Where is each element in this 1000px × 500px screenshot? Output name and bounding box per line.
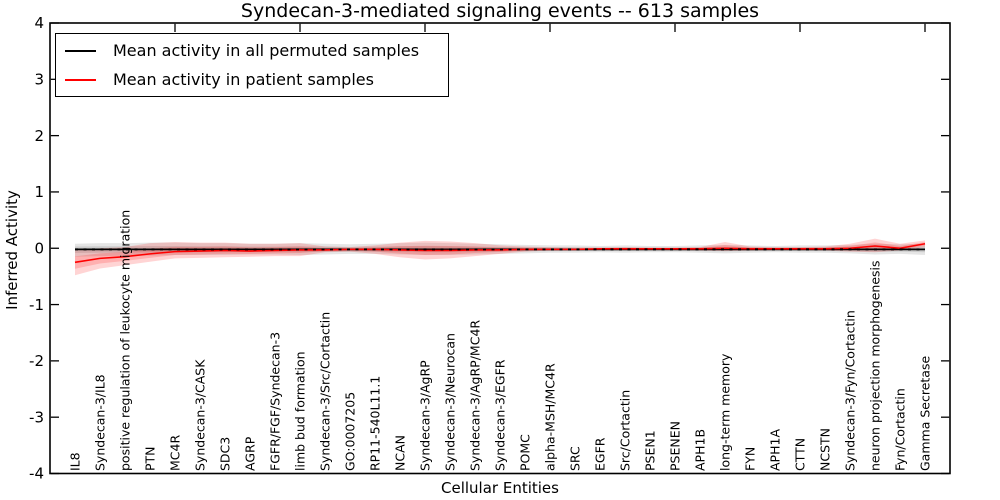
chart-title: Syndecan-3-mediated signaling events -- … <box>240 0 760 22</box>
x-tick-label: APH1B <box>693 429 708 471</box>
patient-line-sample <box>65 78 96 81</box>
y-tick-label: -2 <box>29 352 44 370</box>
x-tick-label: alpha-MSH/MC4R <box>543 363 558 471</box>
x-tick-label: NCAN <box>393 435 408 471</box>
x-tick-label: Syndecan-3/Neurocan <box>443 333 458 471</box>
x-tick-label: Src/Cortactin <box>618 390 633 471</box>
y-tick-label: 4 <box>34 14 44 32</box>
legend-label-patient: Mean activity in patient samples <box>113 70 374 89</box>
x-tick-label: FGFR/FGF/Syndecan-3 <box>268 332 283 471</box>
legend: Mean activity in all permuted samples Me… <box>55 33 449 97</box>
patient-band-outer <box>75 238 925 276</box>
y-tick-label: -4 <box>29 465 44 483</box>
x-tick-label: RP11-540L11.1 <box>368 376 383 471</box>
x-tick-label: Syndecan-3/Fyn/Cortactin <box>843 310 858 471</box>
axes-frame <box>49 22 951 475</box>
x-tick-label: Fyn/Cortactin <box>893 388 908 471</box>
y-tick-label: 2 <box>34 127 44 145</box>
x-tick-label: APH1A <box>768 429 783 471</box>
y-axis-label: Inferred Activity <box>3 190 21 310</box>
x-tick-label: Gamma Secretase <box>918 356 933 471</box>
y-tick-label: -3 <box>29 408 44 426</box>
x-tick-label: IL8 <box>68 452 83 471</box>
x-tick-label: limb bud formation <box>293 351 308 471</box>
x-tick-label: PTN <box>143 446 158 471</box>
x-tick-label: MC4R <box>168 435 183 471</box>
x-tick-label: Syndecan-3/IL8 <box>93 374 108 471</box>
x-tick-label: positive regulation of leukocyte migrati… <box>118 210 133 471</box>
x-tick-label: neuron projection morphogenesis <box>868 260 883 471</box>
legend-entry-permuted: Mean activity in all permuted samples <box>65 38 448 64</box>
legend-entry-patient: Mean activity in patient samples <box>65 67 448 93</box>
x-tick-label: SDC3 <box>218 437 233 471</box>
x-tick-label: long-term memory <box>718 353 733 471</box>
x-tick-label: Syndecan-3/AgRP <box>418 360 433 471</box>
x-tick-label: Syndecan-3/CASK <box>193 359 208 471</box>
x-tick-label: Syndecan-3/EGFR <box>493 359 508 471</box>
permuted-line-sample <box>65 49 96 52</box>
x-tick-label: Syndecan-3/AgRP/MC4R <box>468 320 483 471</box>
x-tick-label: CTTN <box>793 438 808 471</box>
x-tick-label: AGRP <box>243 436 258 471</box>
legend-label-permuted: Mean activity in all permuted samples <box>113 41 420 60</box>
x-tick-label: POMC <box>518 434 533 471</box>
y-tick-label: 3 <box>34 71 44 89</box>
x-tick-label: NCSTN <box>818 428 833 471</box>
x-tick-label: EGFR <box>593 437 608 471</box>
x-tick-label: Syndecan-3/Src/Cortactin <box>318 312 333 471</box>
y-tick-label: -1 <box>29 296 44 314</box>
x-tick-label: PSEN1 <box>643 430 658 471</box>
y-tick-label: 1 <box>34 183 44 201</box>
x-tick-label: PSENEN <box>668 421 683 471</box>
x-tick-label: SRC <box>568 446 583 471</box>
x-axis-label: Cellular Entities <box>441 479 559 497</box>
x-tick-label: FYN <box>743 447 758 471</box>
y-tick-label: 0 <box>34 239 44 257</box>
x-tick-label: GO:0007205 <box>343 392 358 471</box>
